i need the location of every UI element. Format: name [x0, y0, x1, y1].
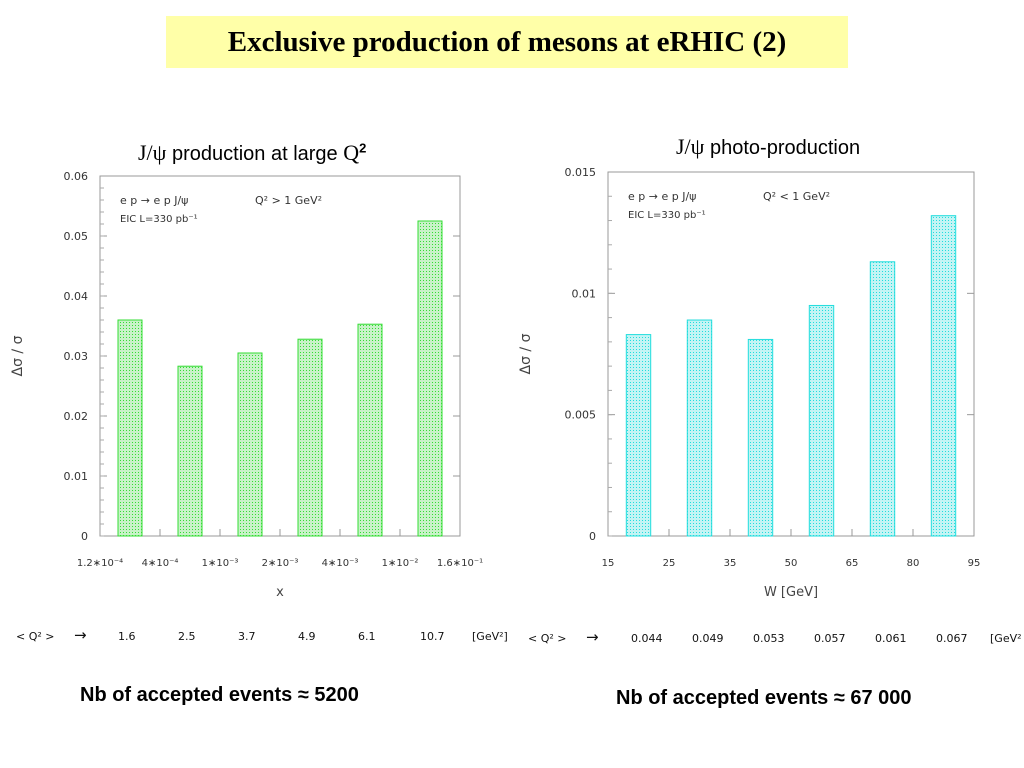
x-tick-label: 1.2∗10⁻⁴	[77, 558, 123, 569]
bar	[625, 334, 652, 537]
y-tick-label: 0.01	[64, 470, 89, 483]
q2-value: 0.044	[631, 632, 663, 645]
q2-value: 0.067	[936, 632, 968, 645]
right-q2-row: < Q² > → 0.044 0.049 0.053 0.057 0.061 0…	[520, 628, 1024, 652]
bar	[930, 215, 957, 537]
q2-value: 2.5	[178, 630, 196, 643]
process-annotation: e p → e p J/ψ	[120, 194, 188, 207]
x-tick-label: 1.6∗10⁻¹	[437, 558, 483, 569]
psi-symbol: J/ψ	[676, 134, 705, 159]
process-annotation: e p → e p J/ψ	[628, 190, 696, 203]
x-tick-label: 35	[724, 558, 737, 569]
y-tick-label: 0.03	[64, 350, 89, 363]
q2-value: 0.057	[814, 632, 846, 645]
y-tick-label: 0.01	[572, 287, 597, 300]
plot-frame	[607, 171, 975, 537]
q2-unit: [GeV²	[990, 632, 1022, 645]
left-q2-row: < Q² > → 1.6 2.5 3.7 4.9 6.1 10.7 [GeV²]	[0, 626, 520, 650]
x-tick-label: 15	[602, 558, 615, 569]
luminosity-annotation: EIC L=330 pb⁻¹	[628, 210, 706, 221]
x-tick-label: 4∗10⁻³	[322, 558, 359, 569]
x-tick-label: 80	[907, 558, 920, 569]
arrow-icon: →	[586, 628, 599, 646]
y-tick-label: 0.015	[565, 166, 597, 179]
x-tick-label: 4∗10⁻⁴	[142, 558, 179, 569]
x-tick-label: 95	[968, 558, 981, 569]
q2-value: 6.1	[358, 630, 376, 643]
x-tick-label: 25	[663, 558, 676, 569]
q2-value: 0.053	[753, 632, 785, 645]
y-tick-label: 0.05	[64, 230, 89, 243]
left-events-count: Nb of accepted events ≈ 5200	[80, 684, 359, 706]
q2-value: 3.7	[238, 630, 256, 643]
bar	[357, 323, 383, 537]
cut-annotation: Q² > 1 GeV²	[255, 194, 322, 207]
bar	[686, 319, 713, 537]
cut-annotation: Q² < 1 GeV²	[763, 190, 830, 203]
bar	[808, 304, 835, 537]
bar	[237, 352, 263, 537]
q2-value: 10.7	[420, 630, 445, 643]
bar	[869, 261, 896, 537]
psi-symbol: J/ψ	[138, 140, 167, 165]
slide-title: Exclusive production of mesons at eRHIC …	[166, 16, 848, 68]
y-tick-label: 0.02	[64, 410, 89, 423]
q2-unit: [GeV²]	[472, 630, 508, 643]
x-tick-label: 50	[785, 558, 798, 569]
heading-q: Q	[343, 140, 360, 165]
y-tick-label: 0.04	[64, 290, 89, 303]
q2-label: < Q² >	[528, 632, 567, 645]
x-axis-label: W [GeV]	[764, 585, 818, 600]
x-tick-label: 2∗10⁻³	[262, 558, 299, 569]
q2-label: < Q² >	[16, 630, 55, 643]
q2-value: 4.9	[298, 630, 316, 643]
right-events-count: Nb of accepted events ≈ 67 000	[616, 687, 912, 709]
plot-frame	[99, 175, 461, 537]
q2-value: 1.6	[118, 630, 136, 643]
q2-value: 0.049	[692, 632, 724, 645]
bar	[747, 338, 774, 537]
left-chart-heading: J/ψ production at large Q2	[138, 140, 366, 166]
bar	[117, 319, 143, 537]
y-tick-label: 0	[589, 530, 596, 543]
y-tick-label: 0	[81, 530, 88, 543]
right-chart-heading: J/ψ photo-production	[676, 134, 860, 160]
bar	[177, 365, 203, 537]
q2-value: 0.061	[875, 632, 907, 645]
y-axis-label: Δσ / σ	[10, 335, 26, 376]
right-bar-chart: 0 0.005 0.01 0.015 15 25 35 50 65 80 95 W [GeV] Δσ /…	[518, 166, 981, 600]
x-tick-label: 1∗10⁻³	[202, 558, 239, 569]
y-tick-label: 0.005	[565, 409, 597, 422]
bar	[417, 220, 443, 537]
y-tick-label: 0.06	[64, 170, 89, 183]
bar	[297, 338, 323, 537]
heading-text: photo-production	[704, 137, 861, 159]
x-axis-label: x	[276, 585, 284, 600]
left-bar-chart: 0 0.01 0.02 0.03 0.04 0.05 0.06 1.2∗10⁻⁴ 4∗10⁻⁴ 1…	[10, 170, 483, 600]
arrow-icon: →	[74, 626, 87, 644]
y-axis-label: Δσ / σ	[518, 333, 534, 374]
heading-text: production at large	[166, 143, 344, 165]
luminosity-annotation: EIC L=330 pb⁻¹	[120, 214, 198, 225]
heading-sup: 2	[359, 140, 367, 156]
x-tick-label: 1∗10⁻²	[382, 558, 419, 569]
x-tick-label: 65	[846, 558, 859, 569]
